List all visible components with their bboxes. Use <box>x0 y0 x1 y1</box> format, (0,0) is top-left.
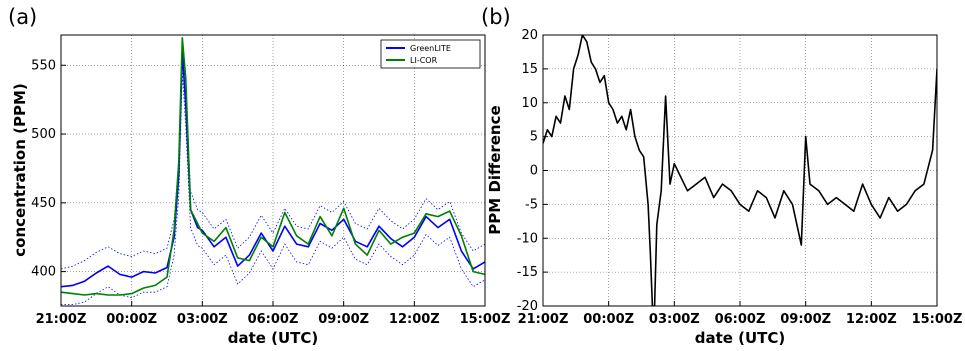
y-tick-label: 0 <box>530 164 538 179</box>
y-tick-label: 20 <box>521 28 538 43</box>
x-ticks-b: 21:00Z 00:00Z 03:00Z 06:00Z 09:00Z 12:00Z 15:0… <box>518 301 963 327</box>
grid-a <box>61 35 485 306</box>
x-tick-label: 09:00Z <box>780 312 831 327</box>
y-ticks-a: 400 450 500 550 <box>31 58 66 280</box>
x-tick-label: 12:00Z <box>846 312 897 327</box>
x-tick-label: 21:00Z <box>36 312 87 327</box>
y-tick-label: 15 <box>521 62 538 77</box>
y-axis-title-a: concentration (PPM) <box>11 83 29 256</box>
y-tick-label: -10 <box>517 231 538 246</box>
x-tick-label: 12:00Z <box>389 312 440 327</box>
y-tick-label: 10 <box>521 96 538 111</box>
legend-box-a <box>380 39 481 69</box>
y-tick-label: 400 <box>31 265 56 280</box>
x-axis-title-b: date (UTC) <box>695 329 786 347</box>
y-axis-title-b: PPM Difference <box>486 105 504 234</box>
y-tick-label: -5 <box>525 197 538 212</box>
panel-label-b: (b) <box>481 5 511 29</box>
x-tick-label: 15:00Z <box>912 312 963 327</box>
legend-label-greenlite: GreenLITE <box>410 44 451 53</box>
x-tick-label: 21:00Z <box>518 312 569 327</box>
panel-b: (b) -20 -15 -10 -5 0 5 10 15 20 21:00Z 00:00Z 03:0… <box>481 5 962 347</box>
x-tick-label: 00:00Z <box>583 312 634 327</box>
panel-a: (a) 400 450 500 550 21:00Z 00:00Z 03:00Z 06:00… <box>8 5 510 347</box>
y-tick-label: -15 <box>517 265 538 280</box>
uncertainty-bands-a <box>61 44 485 306</box>
x-tick-label: 09:00Z <box>318 312 369 327</box>
y-tick-label: 500 <box>31 127 56 142</box>
x-tick-label: 06:00Z <box>715 312 766 327</box>
grid-b <box>543 35 937 306</box>
x-tick-label: 03:00Z <box>177 312 228 327</box>
series-line-li-cor <box>61 36 485 296</box>
x-tick-label: 06:00Z <box>248 312 299 327</box>
x-tick-label: 03:00Z <box>649 312 700 327</box>
lines-b <box>543 35 937 306</box>
y-tick-label: 450 <box>31 196 56 211</box>
x-tick-label: 00:00Z <box>106 312 157 327</box>
panel-label-a: (a) <box>8 5 37 29</box>
x-ticks-a: 21:00Z 00:00Z 03:00Z 06:00Z 09:00Z 12:00Z 15:0… <box>36 301 511 327</box>
lines-a <box>61 36 485 296</box>
y-tick-label: -20 <box>517 299 538 314</box>
x-tick-label: 15:00Z <box>460 312 511 327</box>
y-tick-label: 5 <box>530 130 538 145</box>
y-ticks-b: -20 -15 -10 -5 0 5 10 15 20 <box>517 28 548 314</box>
y-tick-label: 550 <box>31 58 56 73</box>
x-axis-title-a: date (UTC) <box>228 329 319 347</box>
legend-label-licor: LI-COR <box>410 56 438 65</box>
series-line-greenlite <box>61 50 485 288</box>
series-line-difference <box>543 35 937 306</box>
legend-a: GreenLITE LI-COR <box>380 39 481 69</box>
uncertainty-band-line <box>61 44 485 270</box>
